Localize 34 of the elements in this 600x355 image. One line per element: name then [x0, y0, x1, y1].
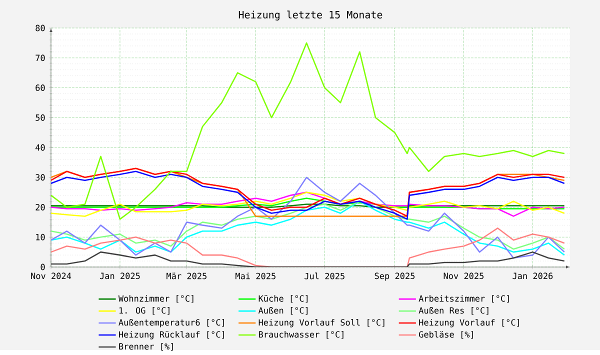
y-tick-label: 60 [36, 84, 45, 91]
x-tick-label: Jan 2025 [100, 272, 140, 280]
line-series [51, 42, 565, 220]
legend-label: Arbeitszimmer [°C] [418, 295, 509, 303]
y-tick-label: 0 [40, 264, 45, 270]
legend-label: Heizung Rücklauf [°C] [119, 331, 224, 340]
chart-title: Heizung letzte 15 Monate [238, 10, 382, 20]
x-tick-label: Mai 2025 [236, 272, 276, 280]
legend-label: Außentemperatur6 [°C] [118, 319, 224, 328]
legend-label: Küche [°C] [258, 295, 308, 303]
legend-label: Wohnzimmer [°C] [118, 295, 194, 303]
legend-label: Heizung Vorlauf [°C] [419, 319, 520, 328]
x-tick-label: Sep 2025 [374, 272, 415, 281]
legend-label: Heizung Vorlauf Soll [°C] [258, 319, 384, 328]
x-tick-label: Jan 2026 [512, 272, 553, 280]
legend-label: Brenner [%] [119, 343, 173, 351]
legend-label: Brauchwasser [°C] [258, 331, 344, 339]
y-tick-label: 80 [36, 24, 45, 32]
y-tick-label: 30 [36, 174, 45, 181]
legend-label: Außen Res [°C] [418, 307, 488, 315]
y-tick-label: 70 [36, 54, 45, 62]
y-tick-label: 50 [36, 114, 45, 121]
legend-label: Außen [°C] [258, 307, 308, 315]
x-tick-label: Nov 2024 [31, 272, 72, 280]
legend-label: 1. OG [°C] [119, 307, 170, 315]
line-series [51, 176, 565, 259]
legend-label: Gebläse [%] [419, 331, 473, 339]
x-tick-label: Mär 2025 [166, 272, 206, 280]
y-tick-label: 40 [36, 144, 45, 151]
y-tick-label: 20 [36, 204, 45, 210]
x-tick-label: Nov 2025 [444, 272, 484, 280]
x-tick-label: Jul 2025 [304, 272, 344, 280]
y-tick-label: 10 [36, 234, 45, 240]
line-series [51, 192, 565, 217]
